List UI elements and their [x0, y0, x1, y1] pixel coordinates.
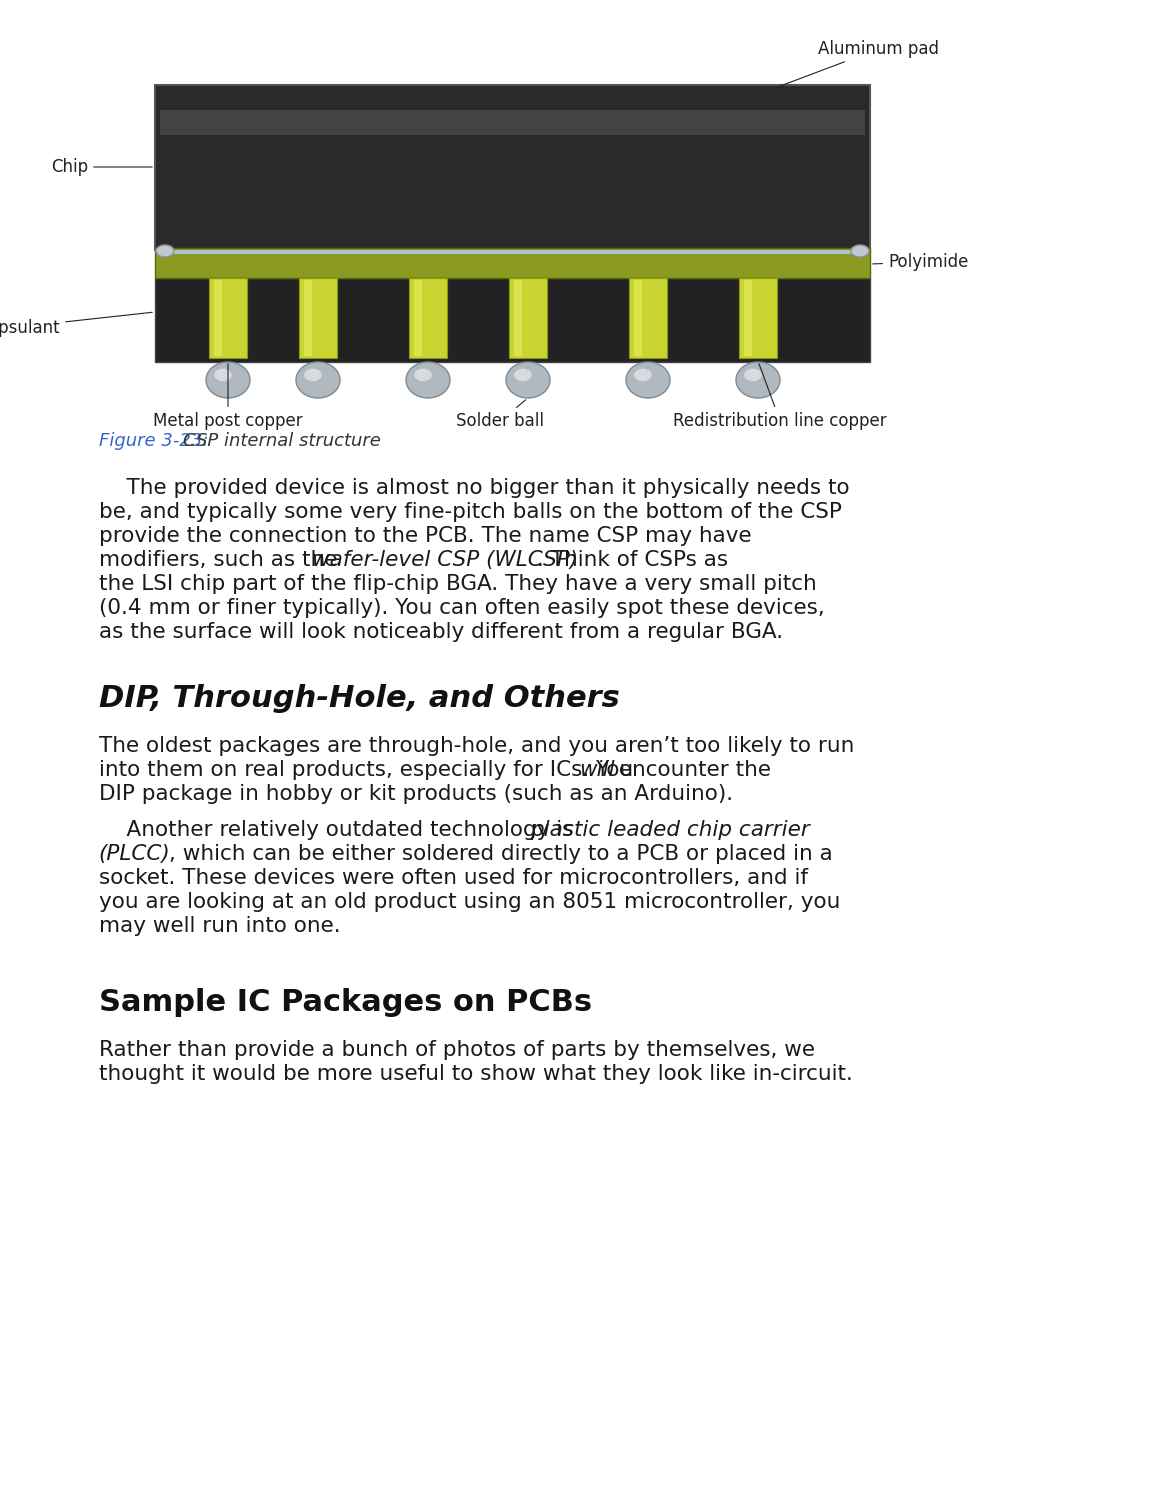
- Ellipse shape: [634, 369, 651, 381]
- Bar: [304, 280, 312, 356]
- Text: . Think of CSPs as: . Think of CSPs as: [537, 550, 728, 570]
- Text: Another relatively outdated technology is: Another relatively outdated technology i…: [99, 821, 580, 840]
- Bar: [414, 280, 422, 356]
- Bar: [214, 280, 223, 356]
- Ellipse shape: [296, 362, 340, 398]
- Text: modifiers, such as the: modifiers, such as the: [99, 550, 344, 570]
- Text: the LSI chip part of the flip-chip BGA. They have a very small pitch: the LSI chip part of the flip-chip BGA. …: [99, 574, 816, 594]
- Text: wafer-level CSP (WLCSP): wafer-level CSP (WLCSP): [312, 550, 577, 570]
- Bar: [155, 248, 870, 278]
- Text: may well run into one.: may well run into one.: [99, 916, 340, 936]
- Bar: [629, 278, 666, 358]
- Text: Figure 3-23:: Figure 3-23:: [99, 432, 213, 450]
- Text: Redistribution line copper: Redistribution line copper: [673, 363, 887, 430]
- Bar: [155, 86, 870, 251]
- Text: The oldest packages are through-hole, and you aren’t too likely to run: The oldest packages are through-hole, an…: [99, 736, 854, 756]
- Text: as the surface will look noticeably different from a regular BGA.: as the surface will look noticeably diff…: [99, 622, 782, 642]
- Text: you are looking at an old product using an 8051 microcontroller, you: you are looking at an old product using …: [99, 892, 840, 912]
- Ellipse shape: [744, 369, 761, 381]
- Bar: [409, 278, 447, 358]
- Bar: [155, 278, 870, 362]
- Text: Sample IC Packages on PCBs: Sample IC Packages on PCBs: [99, 988, 591, 1017]
- Text: Chip: Chip: [51, 158, 152, 176]
- Bar: [509, 278, 547, 358]
- Ellipse shape: [515, 369, 532, 381]
- Ellipse shape: [206, 362, 250, 398]
- Bar: [299, 278, 337, 358]
- Text: be, and typically some very fine-pitch balls on the bottom of the CSP: be, and typically some very fine-pitch b…: [99, 503, 841, 522]
- Text: encounter the: encounter the: [612, 760, 771, 780]
- Text: socket. These devices were often used for microcontrollers, and if: socket. These devices were often used fo…: [99, 868, 808, 888]
- Bar: [163, 251, 862, 254]
- Text: Aluminum pad: Aluminum pad: [778, 40, 939, 87]
- Ellipse shape: [304, 369, 322, 381]
- Text: CSP internal structure: CSP internal structure: [182, 432, 380, 450]
- Text: Metal post copper: Metal post copper: [153, 364, 302, 430]
- Ellipse shape: [851, 244, 869, 256]
- Ellipse shape: [626, 362, 670, 398]
- Bar: [744, 280, 752, 356]
- Ellipse shape: [414, 369, 432, 381]
- Text: , which can be either soldered directly to a PCB or placed in a: , which can be either soldered directly …: [168, 844, 832, 864]
- Ellipse shape: [156, 244, 174, 256]
- Text: will: will: [580, 760, 615, 780]
- Text: thought it would be more useful to show what they look like in-circuit.: thought it would be more useful to show …: [99, 1064, 852, 1084]
- Text: Polyimide: Polyimide: [873, 254, 969, 272]
- Bar: [209, 278, 247, 358]
- Text: The provided device is almost no bigger than it physically needs to: The provided device is almost no bigger …: [99, 478, 850, 498]
- Text: Rather than provide a bunch of photos of parts by themselves, we: Rather than provide a bunch of photos of…: [99, 1040, 815, 1060]
- Bar: [634, 280, 642, 356]
- Text: DIP, Through-Hole, and Others: DIP, Through-Hole, and Others: [99, 684, 619, 712]
- Text: (0.4 mm or finer typically). You can often easily spot these devices,: (0.4 mm or finer typically). You can oft…: [99, 598, 824, 618]
- Text: Solder ball: Solder ball: [455, 400, 544, 430]
- Ellipse shape: [506, 362, 551, 398]
- Text: into them on real products, especially for ICs. You: into them on real products, especially f…: [99, 760, 640, 780]
- Text: DIP package in hobby or kit products (such as an Arduino).: DIP package in hobby or kit products (su…: [99, 784, 732, 804]
- Bar: [513, 280, 522, 356]
- Bar: [739, 278, 777, 358]
- Ellipse shape: [736, 362, 780, 398]
- Ellipse shape: [406, 362, 450, 398]
- Text: (PLCC): (PLCC): [99, 844, 170, 864]
- Text: plastic leaded chip carrier: plastic leaded chip carrier: [531, 821, 810, 840]
- Text: provide the connection to the PCB. The name CSP may have: provide the connection to the PCB. The n…: [99, 526, 751, 546]
- Bar: [160, 110, 865, 135]
- Ellipse shape: [214, 369, 232, 381]
- Text: Encapsulant: Encapsulant: [0, 312, 152, 338]
